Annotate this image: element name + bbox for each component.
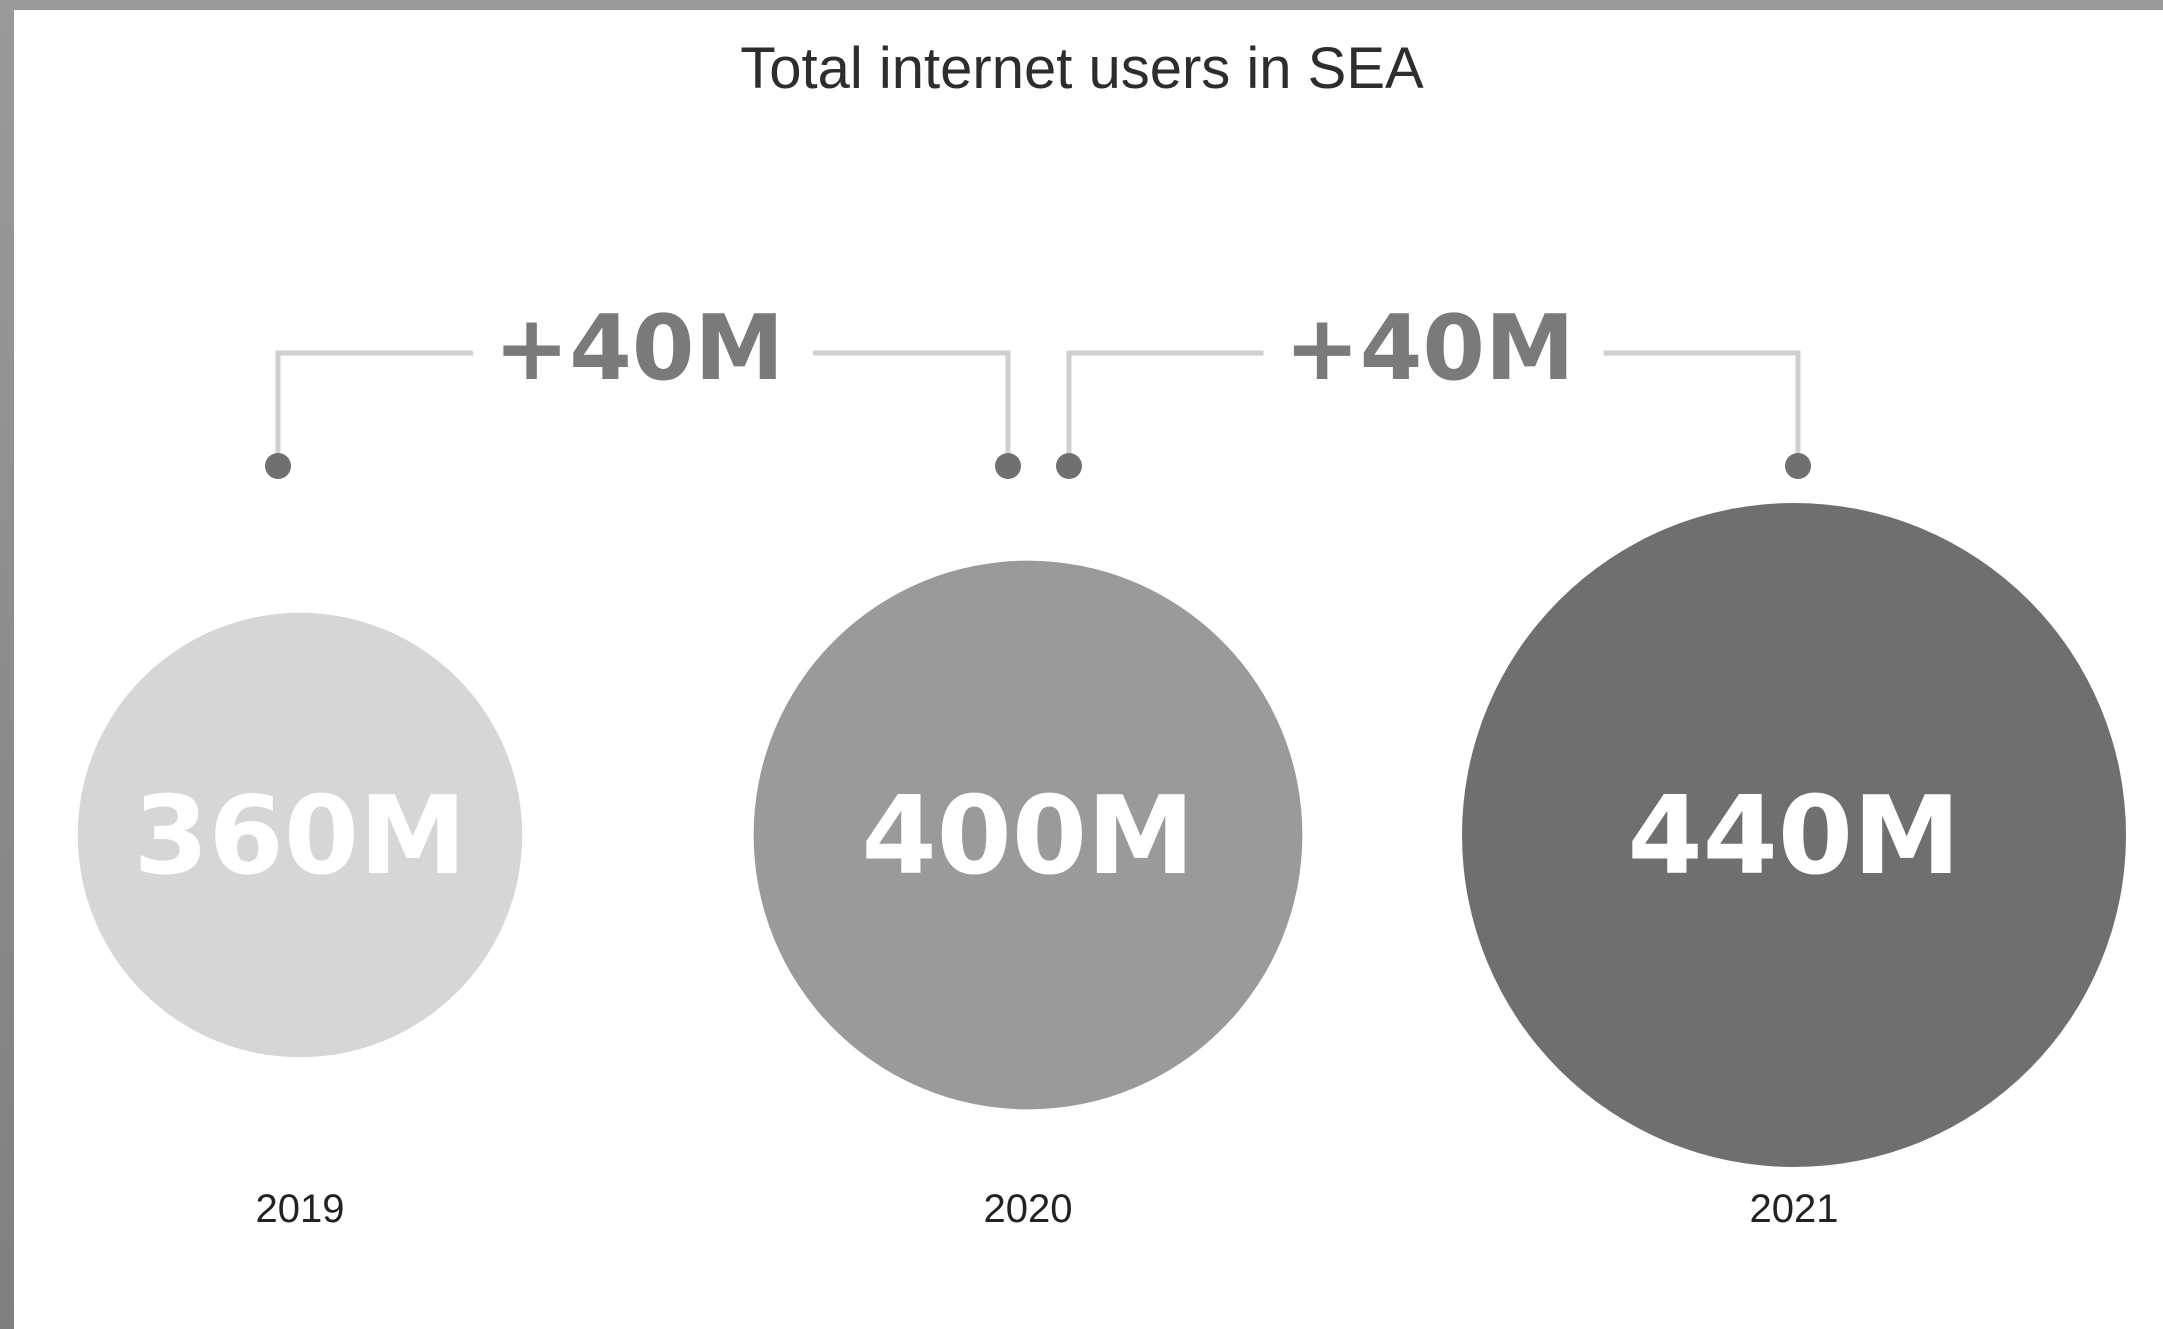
bubbles-group: 360M 400M 440M — [77, 503, 2126, 1167]
bubble-2019 — [77, 612, 523, 1058]
bubble-value-label-2021: 440M — [1628, 774, 1961, 899]
delta-endpoint-dot-1-1 — [265, 453, 291, 479]
delta-label-1: +40M — [494, 296, 784, 401]
bubble-value-label-2020: 400M — [862, 774, 1195, 899]
delta-endpoint-dot-2-2 — [1785, 453, 1811, 479]
delta-annotations-group: +40M +40M — [265, 296, 1811, 479]
delta-endpoint-dot-1-2 — [995, 453, 1021, 479]
bubble-2021 — [1462, 503, 2126, 1167]
year-label-2021: 2021 — [1750, 1187, 1839, 1231]
year-labels-group: 2019 2020 2021 — [256, 1187, 1839, 1231]
delta-endpoint-dot-2-1 — [1056, 453, 1082, 479]
year-label-2020: 2020 — [984, 1187, 1073, 1231]
delta-bracket-1 — [275, 350, 1011, 466]
bubble-2020 — [753, 560, 1303, 1110]
year-label-2019: 2019 — [256, 1187, 345, 1231]
delta-bracket-2 — [1066, 350, 1801, 466]
delta-label-2: +40M — [1284, 296, 1574, 401]
chart-title: Total internet users in SEA — [740, 36, 1424, 101]
bubble-value-label-2019: 360M — [134, 774, 467, 899]
